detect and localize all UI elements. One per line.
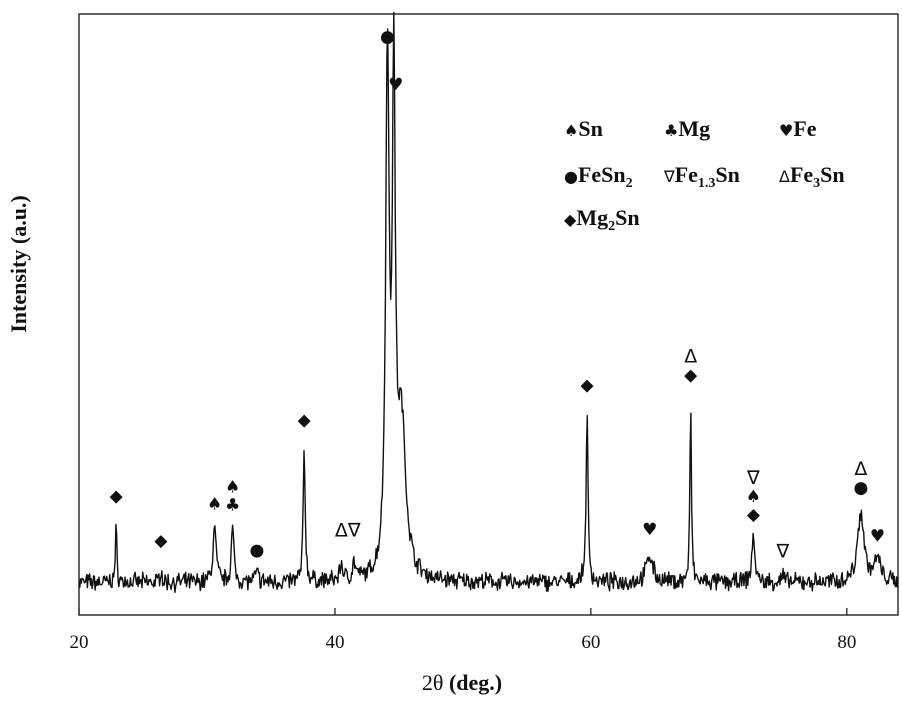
legend-symbol-2: ♥ [779, 121, 793, 140]
peak-marker-1-0: ◆ [154, 531, 168, 551]
legend-entry-6: ◆Mg2Sn [564, 205, 640, 234]
legend-tail-6: Sn [615, 205, 639, 230]
legend-name-1: Mg [678, 116, 710, 141]
peak-marker-0-0: ◆ [110, 486, 124, 506]
peak-marker-14-0: ● [853, 478, 868, 498]
peak-marker-14-1: Δ [854, 458, 867, 480]
legend-symbol-1: ♣ [664, 121, 678, 140]
legend-subscript-5: 3 [813, 176, 820, 191]
peak-marker-5-0: ◆ [298, 410, 312, 430]
peak-marker-3-1: ♠ [225, 478, 240, 498]
peak-marker-10-0: ♥ [642, 520, 657, 540]
legend-tail-4: Sn [715, 162, 739, 187]
legend-symbol-4: ∇ [663, 167, 675, 186]
x-axis-symbol: 2θ [422, 670, 444, 695]
x-tick-label-1: 40 [325, 632, 344, 653]
y-axis-title: Intensity (a.u.) [6, 195, 31, 333]
legend-name-5: Fe [790, 162, 813, 187]
x-axis-title: 2θ (deg.) [422, 670, 502, 695]
peak-marker-8-0: ♥ [388, 75, 403, 95]
plot-frame [79, 14, 898, 615]
x-tick-label-0: 20 [70, 632, 89, 653]
peak-marker-12-2: ∇ [746, 467, 760, 489]
peak-marker-13-0: ∇ [775, 541, 789, 563]
x-tick-label-2: 60 [581, 632, 600, 653]
legend-tail-5: Sn [820, 162, 844, 187]
x-axis-unit: (deg.) [449, 670, 502, 695]
legend-subscript-3: 2 [626, 176, 633, 191]
peak-marker-3-0: ♣ [225, 496, 240, 516]
legend-name-6: Mg [576, 205, 608, 230]
peak-marker-11-0: ◆ [684, 366, 698, 386]
legend-name-3: FeSn [578, 162, 626, 187]
legend-name-2: Fe [793, 116, 816, 141]
peak-marker-15-0: ♥ [870, 526, 885, 546]
peak-marker-6-0: Δ∇ [335, 519, 361, 541]
legend-name-0: Sn [578, 116, 602, 141]
peak-marker-2-0: ♠ [207, 494, 222, 514]
legend-symbol-6: ◆ [564, 210, 577, 229]
peak-marker-12-0: ◆ [747, 505, 761, 525]
legend-symbol-0: ♠ [564, 121, 578, 140]
peak-marker-4-0: ● [249, 540, 264, 560]
legend-symbol-3: ● [564, 167, 578, 186]
peak-marker-11-1: Δ [684, 346, 697, 368]
legend-name-4: Fe [675, 162, 698, 187]
x-tick-label-3: 80 [837, 632, 856, 653]
peak-marker-12-1: ♠ [746, 487, 761, 507]
legend-subscript-6: 2 [608, 219, 615, 234]
legend-subscript-4: 1.3 [698, 176, 716, 191]
peak-marker-9-0: ◆ [580, 375, 594, 395]
peak-marker-7-0: ● [380, 27, 395, 47]
legend-symbol-5: Δ [779, 167, 790, 186]
